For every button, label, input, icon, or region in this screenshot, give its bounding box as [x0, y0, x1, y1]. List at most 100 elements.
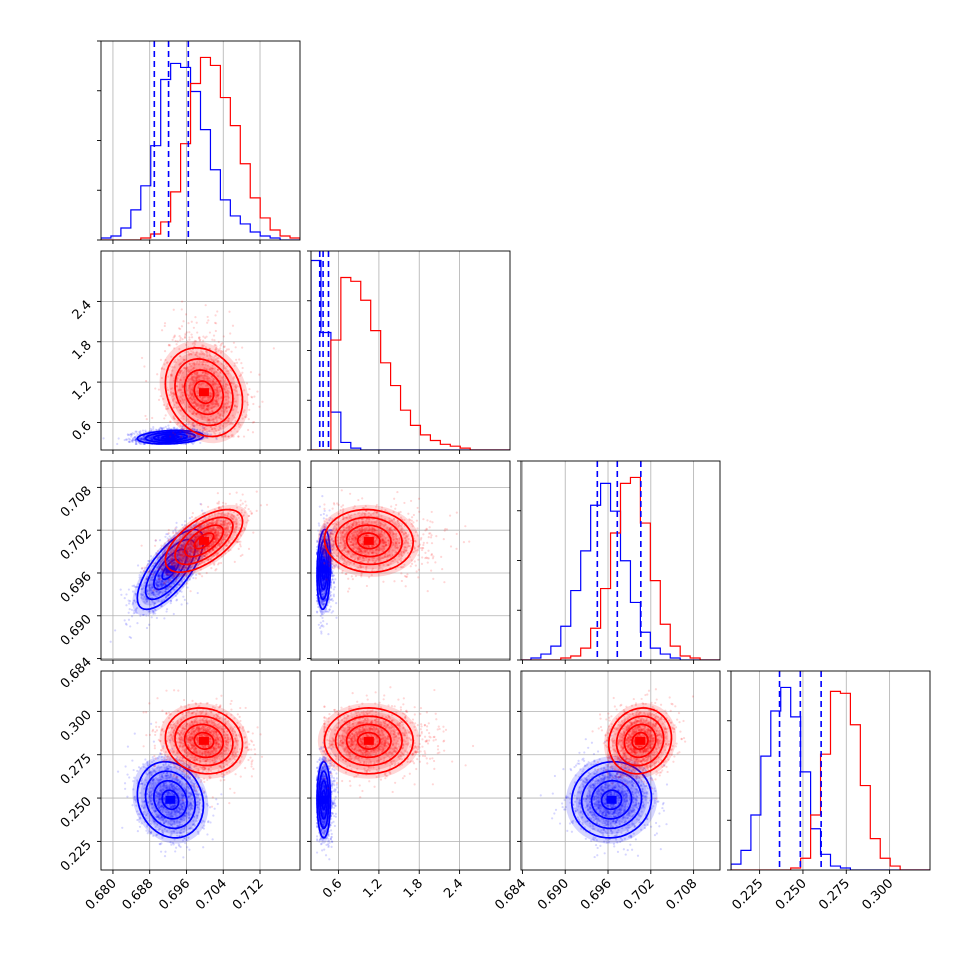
sample-point	[224, 391, 227, 394]
sample-point	[233, 364, 236, 367]
sample-point	[228, 492, 231, 495]
sample-point	[178, 583, 181, 586]
sample-point	[164, 425, 167, 428]
sample-point	[207, 396, 210, 400]
sample-point	[195, 379, 198, 382]
sample-point	[198, 353, 202, 356]
sample-point	[232, 408, 235, 411]
sample-point	[167, 344, 170, 347]
sample-point	[136, 622, 139, 625]
sample-point	[209, 407, 213, 410]
sample-point	[194, 353, 198, 356]
sample-point	[218, 431, 221, 435]
sample-point	[193, 441, 196, 444]
sample-point	[186, 369, 189, 373]
sample-point	[194, 403, 197, 407]
sample-point	[194, 373, 197, 376]
sample-point	[204, 408, 207, 412]
sample-point	[210, 369, 213, 373]
sample-point	[224, 403, 227, 406]
sample-point	[193, 400, 196, 403]
sample-point	[222, 350, 225, 353]
sample-point	[138, 442, 142, 445]
sample-point	[201, 345, 204, 348]
sample-point	[188, 435, 191, 439]
sample-point	[203, 405, 206, 409]
sample-point	[189, 436, 193, 439]
sample-point	[214, 432, 217, 435]
sample-point	[211, 359, 214, 362]
sample-point	[208, 421, 212, 424]
sample-point	[203, 396, 206, 399]
sample-point	[205, 374, 208, 377]
sample-point	[215, 382, 218, 386]
sample-point	[179, 409, 182, 412]
sample-point	[203, 396, 206, 399]
sample-point	[172, 336, 175, 339]
sample-point	[180, 603, 183, 606]
sample-point	[176, 423, 179, 426]
sample-point	[174, 433, 177, 436]
sample-point	[156, 436, 160, 440]
sample-point	[141, 429, 145, 432]
sample-point	[202, 404, 205, 407]
sample-point	[125, 623, 128, 626]
sample-point	[200, 404, 203, 407]
sample-point	[207, 319, 210, 322]
sample-point	[214, 314, 217, 317]
histogram-panel-2	[521, 461, 720, 660]
sample-point	[192, 425, 195, 428]
sample-point	[157, 436, 160, 439]
sample-point	[226, 392, 230, 395]
sample-point	[164, 590, 167, 593]
sample-point	[231, 435, 234, 438]
sample-point	[229, 332, 232, 335]
sample-point	[148, 437, 152, 441]
sample-point	[157, 593, 161, 597]
sample-point	[199, 403, 202, 407]
sample-point	[221, 435, 224, 438]
sample-point	[236, 411, 240, 414]
sample-point	[157, 436, 160, 439]
sample-point	[220, 396, 223, 399]
sample-point	[155, 428, 159, 432]
sample-point	[189, 396, 192, 400]
sample-point	[216, 386, 219, 389]
sample-point	[160, 426, 163, 430]
sample-point	[202, 407, 205, 410]
sample-point	[204, 399, 207, 402]
sample-point	[225, 402, 228, 405]
sample-point	[179, 327, 182, 331]
sample-point	[232, 377, 235, 380]
sample-point	[149, 436, 152, 439]
sample-point	[212, 420, 216, 423]
sample-point	[192, 395, 196, 398]
sample-point	[161, 579, 164, 583]
sample-point	[143, 566, 146, 569]
sample-point	[192, 576, 195, 580]
sample-point	[207, 408, 210, 411]
sample-point	[167, 407, 170, 410]
sample-point	[187, 377, 190, 381]
sample-point	[186, 418, 190, 421]
sample-point	[128, 600, 132, 603]
sample-point	[211, 409, 214, 413]
sample-point	[206, 351, 209, 354]
sample-point	[150, 438, 154, 441]
sample-point	[172, 308, 175, 311]
sample-point	[210, 358, 213, 361]
sample-point	[160, 367, 163, 371]
sample-point	[191, 423, 194, 426]
sample-point	[228, 391, 231, 394]
sample-point	[165, 610, 168, 613]
sample-point	[190, 432, 194, 435]
sample-point	[193, 341, 196, 344]
sample-point	[167, 343, 171, 347]
histogram-step-blue	[101, 62, 300, 240]
sample-point	[192, 374, 196, 378]
sample-point	[191, 392, 194, 396]
sample-point	[195, 412, 198, 415]
sample-point	[178, 363, 181, 366]
sample-point	[216, 394, 219, 397]
